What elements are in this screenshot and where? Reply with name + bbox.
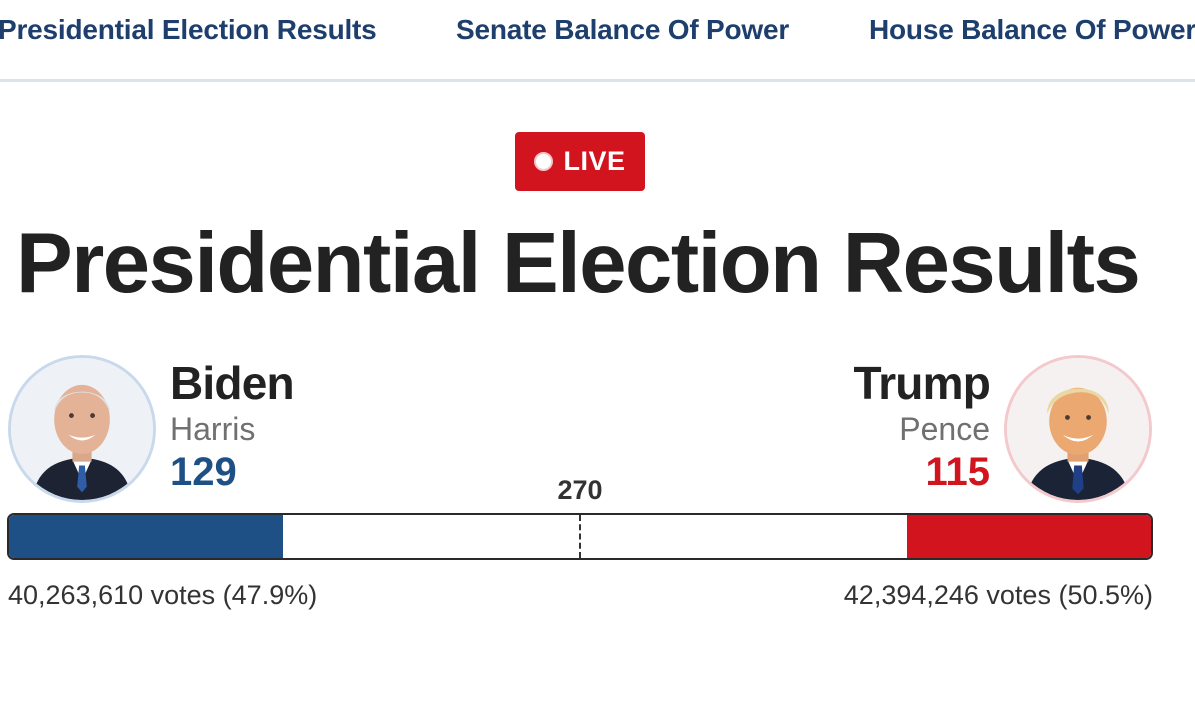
dem-electoral-votes: 129 <box>170 450 237 494</box>
nav-link-senate[interactable]: Senate Balance Of Power <box>456 14 790 45</box>
live-dot-icon <box>534 152 554 171</box>
dem-candidate-name: Biden <box>170 357 295 409</box>
dem-running-mate: Harris <box>170 411 256 447</box>
biden-portrait-icon <box>11 358 153 500</box>
live-badge-label: LIVE <box>563 146 626 176</box>
rep-running-mate: Pence <box>899 411 990 447</box>
win-threshold-label: 270 <box>557 475 603 505</box>
trump-portrait-icon <box>1007 358 1149 500</box>
win-threshold-marker <box>579 515 581 558</box>
nav-link-house[interactable]: House Balance Of Power <box>869 14 1195 45</box>
dem-popular-vote: 40,263,610 votes (47.9%) <box>8 580 318 610</box>
rep-candidate-name: Trump <box>853 357 990 409</box>
dem-electoral-fill <box>9 515 283 558</box>
live-badge: LIVE <box>515 132 645 191</box>
electoral-vote-bar <box>7 513 1153 560</box>
biden-avatar <box>8 355 156 503</box>
top-navigation: Presidential Election Results Senate Bal… <box>0 0 1195 82</box>
trump-avatar <box>1004 355 1152 503</box>
rep-electoral-votes: 115 <box>925 450 990 494</box>
rep-popular-vote: 42,394,246 votes (50.5%) <box>843 580 1153 610</box>
rep-electoral-fill <box>906 515 1151 558</box>
page-title: Presidential Election Results <box>16 216 1141 311</box>
nav-link-presidential[interactable]: Presidential Election Results <box>0 14 377 45</box>
